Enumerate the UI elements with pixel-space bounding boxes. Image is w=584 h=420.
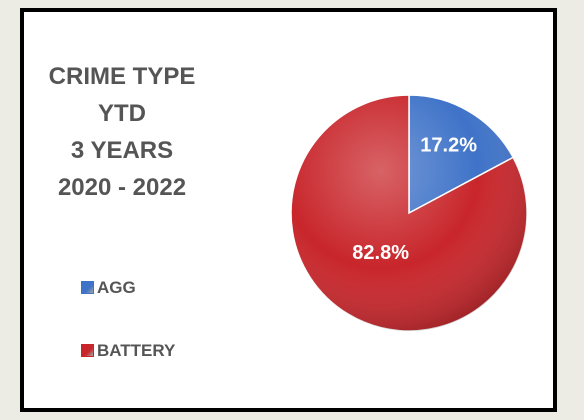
legend-item-agg: AGG xyxy=(81,277,136,299)
chart-title: CRIME TYPE YTD 3 YEARS 2020 - 2022 xyxy=(32,58,212,206)
legend-swatch-battery xyxy=(81,344,94,357)
data-label-battery: 82.8% xyxy=(352,242,409,264)
legend-label-battery: BATTERY xyxy=(97,341,176,360)
title-line-3: 3 YEARS xyxy=(70,137,174,164)
chart-frame: CRIME TYPE YTD 3 YEARS 2020 - 2022 AGG B… xyxy=(20,8,557,412)
legend-label-agg: AGG xyxy=(97,278,136,297)
title-line-2: YTD xyxy=(98,100,146,127)
legend-item-battery: BATTERY xyxy=(81,340,175,362)
data-label-agg: 17.2% xyxy=(420,135,477,157)
pie-chart: 17.2% 82.8% xyxy=(290,94,528,332)
title-line-4: 2020 - 2022 xyxy=(57,174,187,201)
legend-swatch-agg xyxy=(81,281,94,294)
title-line-1: CRIME TYPE xyxy=(48,63,196,90)
